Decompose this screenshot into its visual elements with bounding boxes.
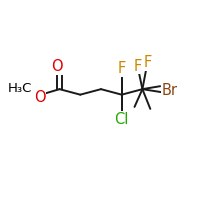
Text: O: O bbox=[34, 90, 45, 105]
Text: Br: Br bbox=[162, 83, 178, 98]
Text: F: F bbox=[134, 59, 142, 74]
Text: Cl: Cl bbox=[115, 112, 129, 127]
Text: O: O bbox=[51, 59, 62, 74]
Text: F: F bbox=[144, 55, 152, 70]
Text: H₃C: H₃C bbox=[8, 82, 32, 95]
Text: F: F bbox=[118, 61, 126, 76]
